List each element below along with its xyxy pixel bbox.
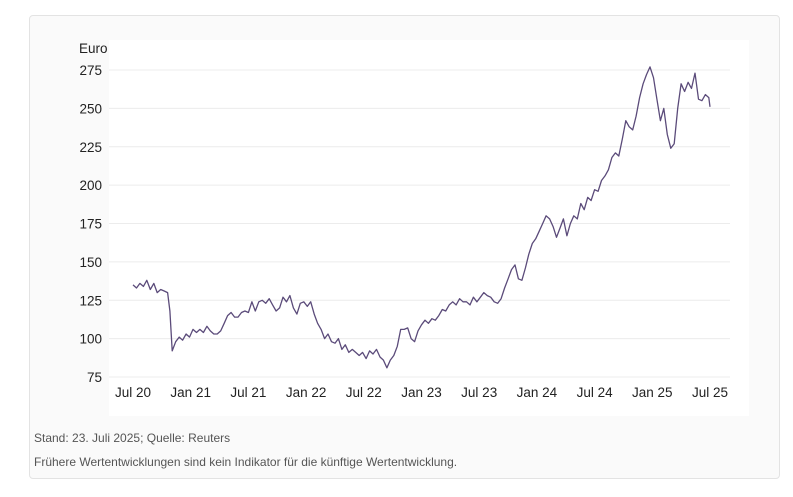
- y-tick-label: 150: [79, 255, 102, 270]
- y-tick-label: 275: [79, 63, 102, 78]
- x-tick-label: Jul 25: [692, 385, 728, 400]
- y-tick-label: 125: [79, 293, 102, 308]
- x-tick-label: Jul 21: [230, 385, 266, 400]
- x-axis-ticks: Jul 20 Jan 21 Jul 21 Jan 22 Jul 22 Jan 23 Jul …: [115, 385, 728, 400]
- gridlines: [109, 69, 730, 378]
- x-tick-label: Jan 24: [517, 385, 558, 400]
- source-note: Stand: 23. Juli 2025; Quelle: Reuters: [34, 431, 231, 445]
- x-tick-label: Jan 25: [632, 385, 673, 400]
- x-tick-label: Jan 22: [286, 385, 327, 400]
- y-tick-label: 225: [79, 140, 102, 155]
- y-tick-label: 75: [87, 370, 102, 385]
- x-tick-label: Jul 23: [461, 385, 497, 400]
- x-tick-label: Jul 22: [346, 385, 382, 400]
- plot-area: [109, 40, 749, 416]
- y-axis-label: Euro: [79, 41, 108, 56]
- price-line: [132, 66, 711, 369]
- y-tick-label: 250: [79, 101, 102, 116]
- disclaimer-note: Frühere Wertentwicklungen sind kein Indi…: [34, 455, 458, 469]
- y-tick-label: 100: [79, 332, 102, 347]
- y-tick-label: 175: [79, 217, 102, 232]
- x-tick-label: Jan 21: [170, 385, 211, 400]
- y-tick-label: 200: [79, 178, 102, 193]
- x-tick-label: Jan 23: [401, 385, 442, 400]
- price-chart: Euro 75 100 125 150 175 200 225 250 275 Jul 20 Ja…: [79, 41, 730, 400]
- y-axis-ticks: 75 100 125 150 175 200 225 250 275: [79, 63, 102, 385]
- x-tick-label: Jul 24: [577, 385, 614, 400]
- x-tick-label: Jul 20: [115, 385, 151, 400]
